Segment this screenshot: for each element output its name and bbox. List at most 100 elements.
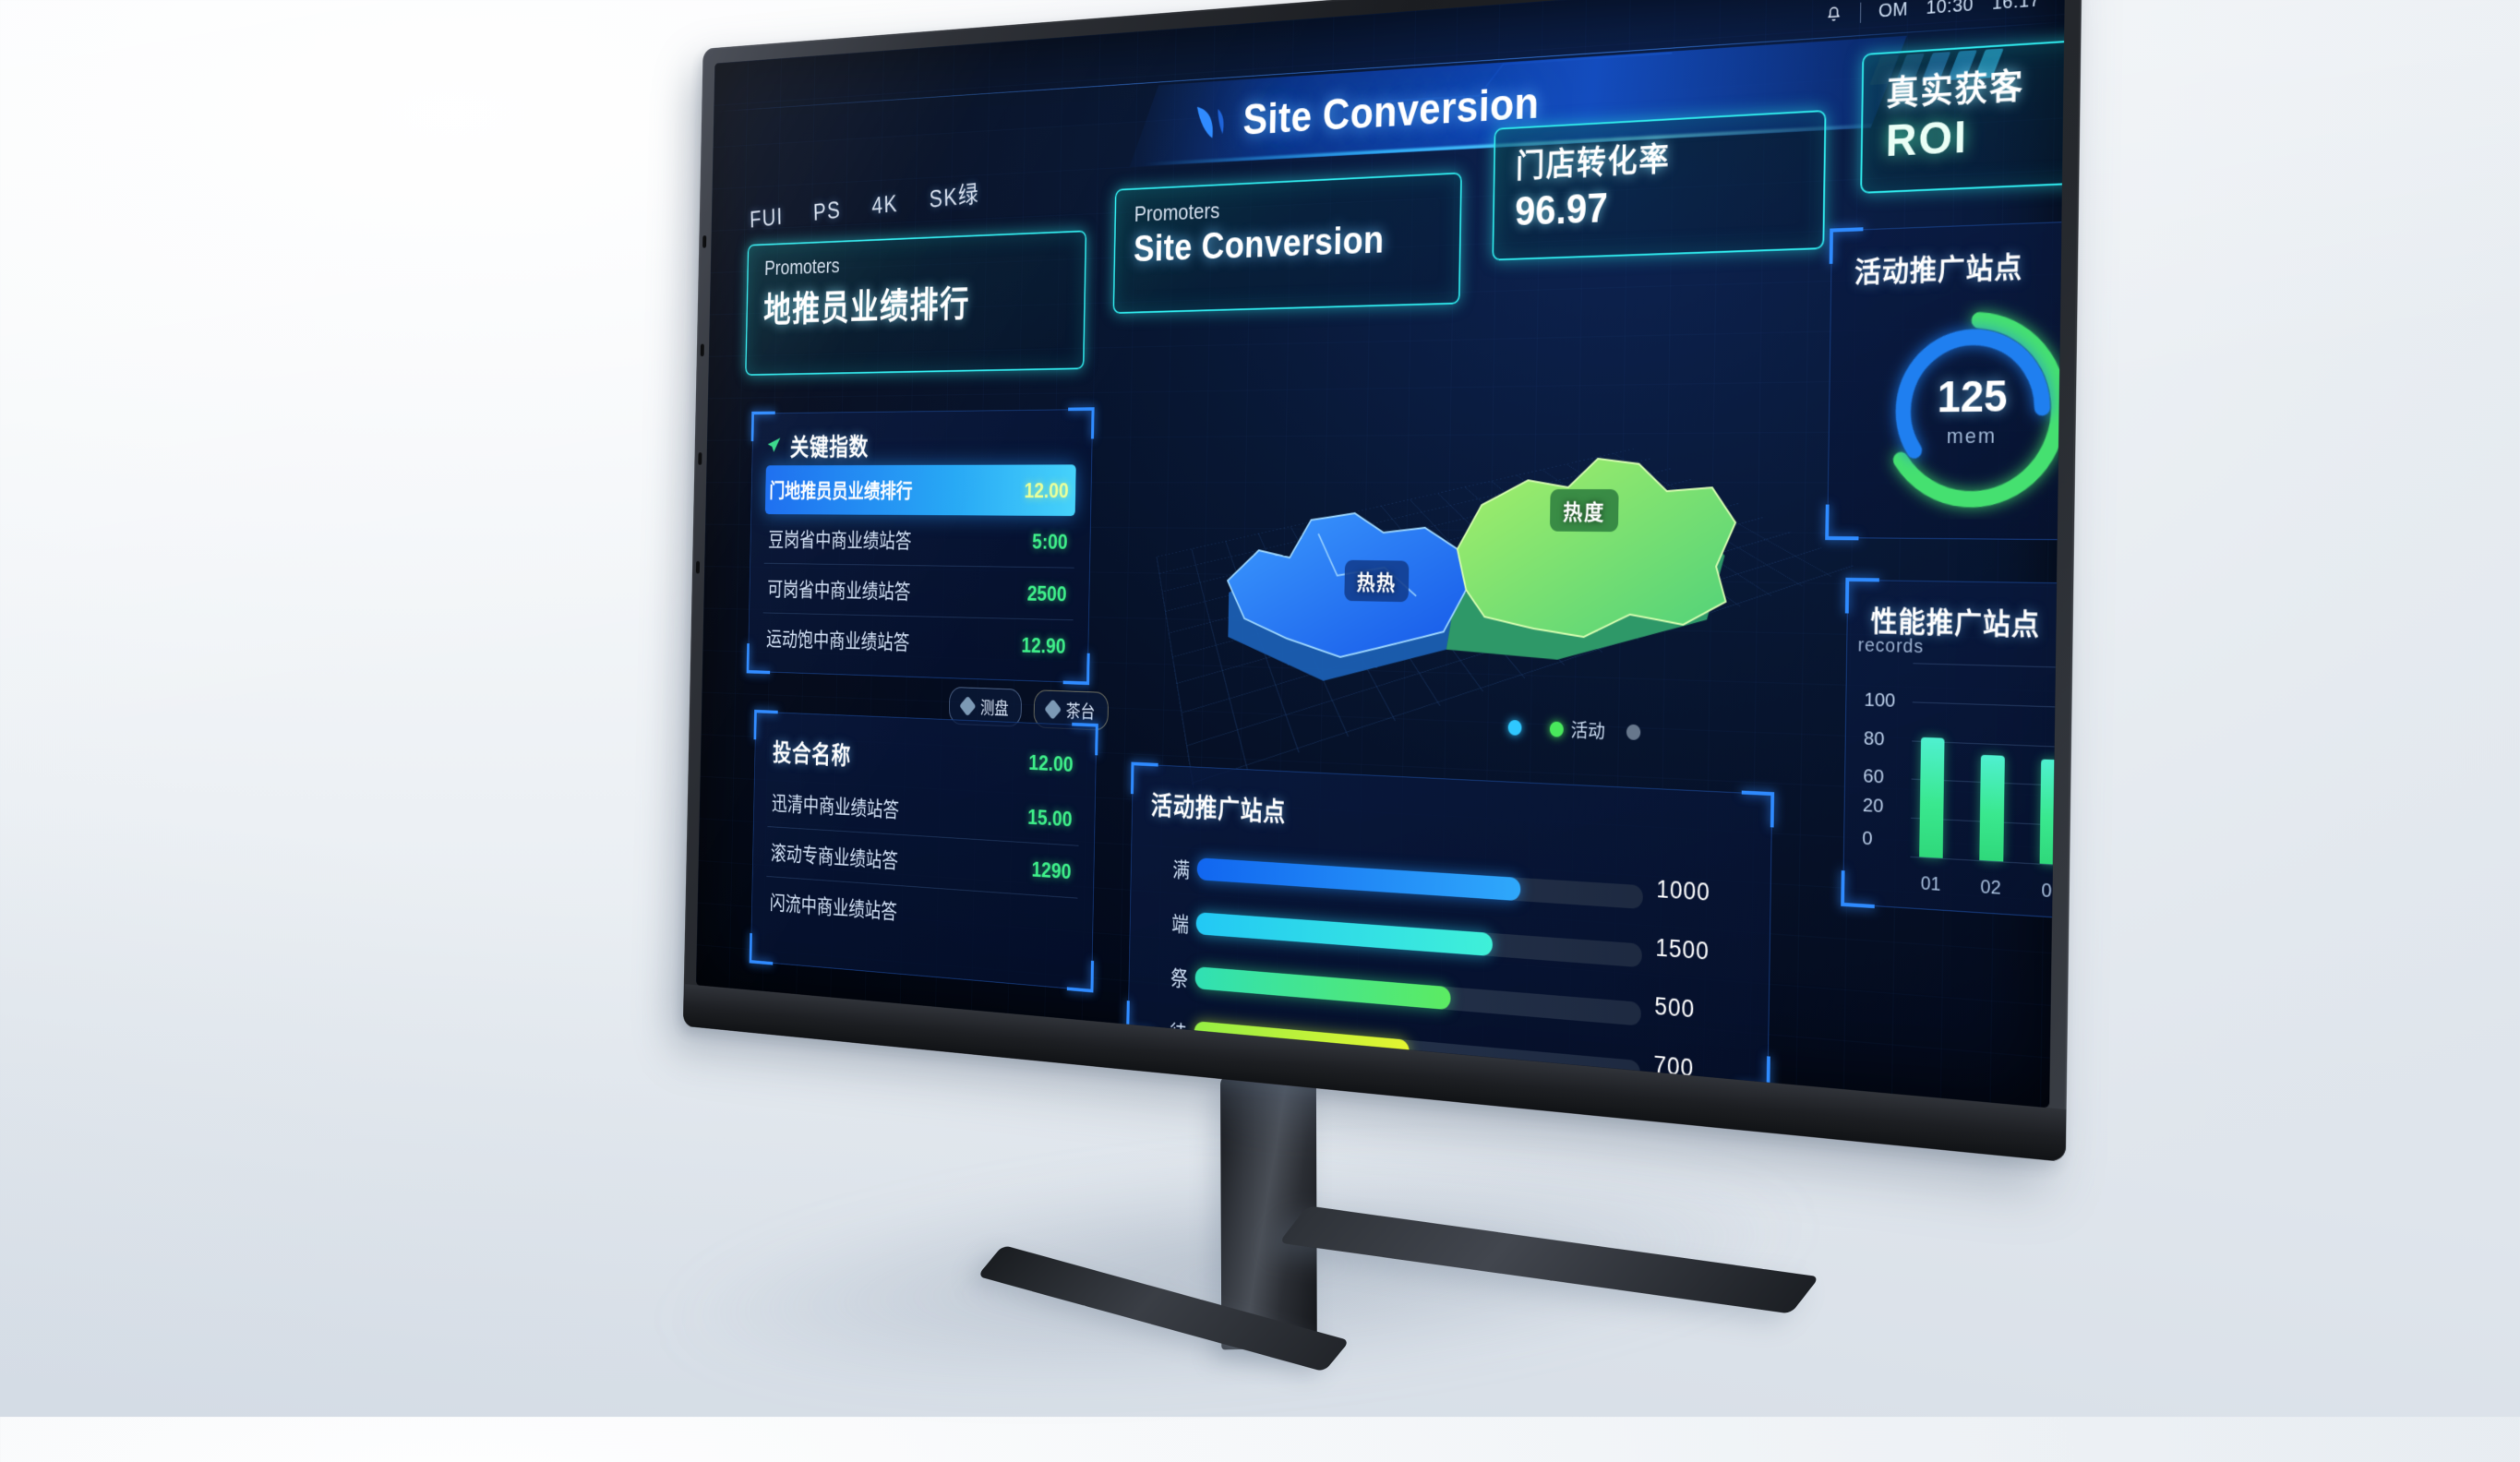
vbar-ytick: 0 bbox=[1862, 827, 1873, 850]
card-title: 真实获客 bbox=[1886, 45, 2065, 115]
vbar-chart: records 100 80 60 20 0 bbox=[1910, 663, 2065, 880]
status-time-b: 16:17 bbox=[1992, 0, 2041, 15]
nav-item-fui[interactable]: FUI bbox=[750, 204, 784, 234]
legend-dot-icon bbox=[1550, 721, 1564, 737]
map-legend-item-3[interactable] bbox=[1626, 724, 1649, 740]
monitor: OM 10:30 16:17 Site Conversion bbox=[365, 0, 2183, 1283]
monitor-base-right-leg bbox=[1278, 1205, 1819, 1313]
monitor-screen: OM 10:30 16:17 Site Conversion bbox=[696, 0, 2065, 1108]
rank-row-value: 12.90 bbox=[1021, 632, 1066, 659]
vbar-bars bbox=[1919, 663, 2065, 879]
card-real-acquisition[interactable]: 真实获客 ROI bbox=[1860, 28, 2065, 194]
vbar-y-unit: records bbox=[1858, 635, 1925, 658]
status-divider bbox=[1860, 3, 1861, 23]
name-row-label: 闪流中商业绩站答 bbox=[770, 887, 898, 925]
region-map[interactable]: 热热 热度 活动 bbox=[1205, 287, 1798, 780]
name-row-value: 12.00 bbox=[1028, 749, 1074, 777]
vbar-ytick: 80 bbox=[1864, 727, 1885, 750]
wave-logo-icon bbox=[1194, 100, 1228, 144]
hbar-category: 端 bbox=[1151, 905, 1189, 938]
rank-panel-header: 关键指数 bbox=[766, 420, 1077, 465]
rank-row-label: 运动饱中商业绩站答 bbox=[766, 624, 910, 656]
rank-row-label: 门地推员员业绩排行 bbox=[769, 475, 913, 504]
monitor-bezel: OM 10:30 16:17 Site Conversion bbox=[683, 0, 2082, 1162]
vbar-bar[interactable] bbox=[2040, 759, 2065, 865]
nav-item-ps[interactable]: PS bbox=[813, 197, 842, 226]
user-badge[interactable]: OM bbox=[1878, 0, 1908, 22]
name-row-value: 15.00 bbox=[1027, 804, 1073, 833]
name-panel-title: 投合名称 bbox=[773, 733, 852, 772]
hbar-category: 待 bbox=[1149, 1013, 1187, 1047]
rank-row-value: 12.00 bbox=[1024, 477, 1069, 503]
vbar-xtick: 05 bbox=[2039, 880, 2064, 904]
hbar-value: 500 bbox=[1654, 992, 1747, 1028]
map-legend: 活动 bbox=[1508, 713, 1649, 746]
name-row-label: 迅清中商业绩站答 bbox=[772, 787, 900, 823]
vbar-ytick: 100 bbox=[1864, 689, 1895, 713]
hbar-track bbox=[1194, 966, 1641, 1025]
vbar-xtick: 01 bbox=[1919, 873, 1943, 896]
donut-center-label: 125 mem bbox=[1866, 297, 2065, 520]
name-row-label: 滚动专商业绩站答 bbox=[771, 837, 899, 874]
map-region-label-green: 热度 bbox=[1550, 489, 1619, 532]
donut-chart[interactable]: 125 mem bbox=[1866, 297, 2065, 520]
map-legend-item-2[interactable]: 活动 bbox=[1550, 715, 1605, 745]
vbar-bar[interactable] bbox=[1979, 755, 2005, 862]
table-row[interactable]: 运动饱中商业绩站答 12.90 bbox=[762, 613, 1074, 672]
monitor-stand-neck bbox=[1220, 1067, 1317, 1349]
map-shapes bbox=[1205, 324, 1797, 751]
hbar-category: 祭 bbox=[1150, 959, 1188, 991]
hbar-chart: 满 1000 端 1500 bbox=[1194, 851, 1643, 1053]
card-store-conversion-rate[interactable]: 门店转化率 96.97 bbox=[1492, 110, 1826, 261]
vbar-ytick: 20 bbox=[1863, 795, 1884, 819]
map-region-label-blue: 热热 bbox=[1344, 560, 1409, 602]
card-title: 地推员业绩排行 bbox=[763, 271, 1067, 332]
filter-pill-label: 测盘 bbox=[980, 694, 1009, 720]
hbar-category: 满 bbox=[1152, 851, 1190, 883]
panel-promotion-donut: 活动推广站点 125 mem bbox=[1827, 210, 2065, 543]
hbar-value: 1000 bbox=[1656, 875, 1749, 909]
map-legend-item-1[interactable] bbox=[1508, 719, 1530, 735]
rank-row-label: 豆岗省中商业绩站答 bbox=[768, 524, 912, 555]
hbar-track bbox=[1197, 857, 1643, 909]
name-row-value: 1290 bbox=[1031, 856, 1072, 884]
filter-pill-label: 茶台 bbox=[1066, 698, 1096, 724]
table-row[interactable]: 豆岗省中商业绩站答 5:00 bbox=[764, 514, 1075, 569]
card-promoters-rank[interactable]: Promoters 地推员业绩排行 bbox=[745, 230, 1086, 376]
nav-item-4k[interactable]: 4K bbox=[871, 190, 898, 221]
legend-dot-icon bbox=[1508, 719, 1522, 735]
hbar-value: 700 bbox=[1653, 1051, 1746, 1088]
nav-item-sk[interactable]: SK绿 bbox=[929, 174, 979, 215]
legend-dot-icon bbox=[1626, 724, 1641, 739]
dashboard: OM 10:30 16:17 Site Conversion bbox=[696, 0, 2065, 1108]
table-row[interactable]: 可岗省中商业绩站答 2500 bbox=[763, 564, 1074, 621]
diamond-icon bbox=[959, 696, 976, 716]
hbar-value: 1500 bbox=[1655, 934, 1748, 969]
diamond-icon bbox=[1044, 699, 1062, 720]
panel-performance-promotion-sites: 性能推广站点 量 records bbox=[1842, 580, 2065, 937]
rank-row-label: 可岗省中商业绩站答 bbox=[767, 574, 911, 605]
map-legend-label: 活动 bbox=[1570, 716, 1605, 745]
panel-key-index-ranking: 关键指数 门地推员员业绩排行 12.00 豆岗省中商业绩站答 5:00 可岗省中… bbox=[748, 409, 1093, 683]
rank-panel-title: 关键指数 bbox=[790, 426, 870, 461]
hbar-track bbox=[1196, 912, 1642, 967]
donut-center-value: 125 bbox=[1937, 370, 2008, 423]
vbar-xtick: 02 bbox=[1978, 877, 2002, 900]
table-row[interactable]: 门地推员员业绩排行 12.00 bbox=[765, 464, 1076, 516]
nav-labels: FUI PS 4K SK绿 bbox=[750, 174, 980, 234]
vbar-ytick: 60 bbox=[1863, 765, 1884, 789]
rank-row-value: 5:00 bbox=[1032, 529, 1068, 555]
donut-chart-title: 活动推广站点 bbox=[1854, 244, 2023, 291]
hbar-chart-title: 活动推广站点 bbox=[1151, 784, 1287, 828]
hbar-row[interactable]: 满 1000 bbox=[1196, 851, 1643, 917]
rank-row-value: 2500 bbox=[1027, 581, 1067, 607]
donut-center-unit: mem bbox=[1947, 424, 1998, 449]
vbar-xticks: 01 02 05 02 08 09 08 bbox=[1919, 873, 2066, 919]
bell-icon[interactable] bbox=[1825, 4, 1842, 25]
vbar-bar[interactable] bbox=[1919, 737, 1944, 858]
panel-combination-name: 投合名称 12.00 迅清中商业绩站答 15.00 滚动专商业绩站答 1290 … bbox=[750, 712, 1097, 991]
hbar-track bbox=[1194, 1021, 1640, 1085]
panel-activity-promotion-sites: 活动推广站点 满 1000 端 bbox=[1128, 763, 1773, 1089]
card-site-conversion[interactable]: Promoters Site Conversion bbox=[1113, 173, 1462, 315]
status-time-a: 10:30 bbox=[1926, 0, 1974, 19]
